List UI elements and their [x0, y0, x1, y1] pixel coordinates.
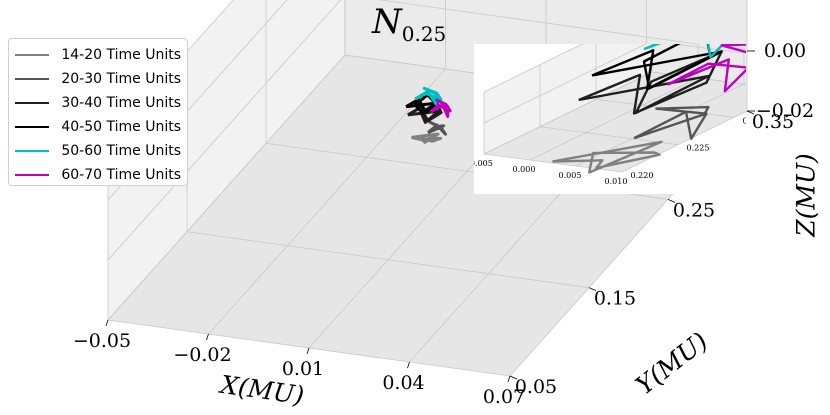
inset-y-tick-label: 0.230 [743, 116, 746, 125]
legend: 14-20 Time Units 20-30 Time Units 30-40 Ti… [8, 38, 188, 186]
y-tick-mark [667, 198, 676, 203]
z-tick-label: −0.02 [756, 100, 814, 122]
legend-label: 40-50 Time Units [61, 119, 181, 135]
inset-series-line-6 [667, 42, 775, 93]
y-tick-label: 0.25 [673, 199, 715, 221]
legend-label: 20-30 Time Units [61, 71, 181, 87]
legend-swatch [15, 174, 50, 176]
main-series-line-5 [414, 86, 443, 106]
legend-swatch [15, 78, 50, 80]
inset-x-tick-label: 0.010 [605, 177, 628, 186]
inset-y-tick-label: 0.220 [631, 171, 654, 180]
legend-item-6: 60-70 Time Units [15, 163, 181, 187]
y-tick-label: 0.15 [594, 288, 636, 310]
z-tick-label: 0.00 [764, 40, 806, 62]
legend-item-5: 50-60 Time Units [15, 139, 181, 163]
chart-title-subscript: 0.25 [401, 21, 447, 46]
y-tick-label: 0.05 [515, 376, 557, 398]
x-tick-label: −0.02 [173, 344, 231, 366]
inset-zoom-panel: −0.0050.0000.0050.0100.2200.2250.2300.23… [463, 9, 821, 194]
x-tick-label: 0.04 [382, 372, 424, 394]
legend-label: 30-40 Time Units [61, 95, 181, 111]
legend-item-1: 14-20 Time Units [15, 43, 181, 67]
legend-swatch [15, 150, 50, 152]
x-tick-label: 0.07 [483, 386, 525, 408]
z-tick-label: 0.02 [764, 0, 806, 2]
x-tick-mark [105, 319, 109, 327]
inset-x-tick-label: 0.000 [513, 165, 536, 174]
inset-x-tick-label: −0.005 [474, 159, 493, 168]
x-tick-mark [306, 347, 310, 355]
y-tick-mark [588, 287, 597, 292]
inset-series-line-1 [552, 140, 663, 174]
z-axis-label: Z(MU) [792, 153, 821, 238]
legend-label: 50-60 Time Units [61, 143, 181, 159]
legend-item-4: 40-50 Time Units [15, 115, 181, 139]
legend-label: 60-70 Time Units [61, 167, 181, 183]
x-tick-mark [206, 333, 209, 341]
main-series-line-6 [429, 98, 452, 118]
x-tick-mark [407, 361, 410, 369]
y-tick-mark [746, 110, 755, 115]
chart-title: N0.25 [372, 2, 447, 46]
x-tick-label: −0.05 [73, 330, 131, 352]
legend-item-3: 30-40 Time Units [15, 91, 181, 115]
main-series-line-2 [426, 120, 447, 136]
main-series-line-1 [411, 132, 443, 144]
legend-swatch [15, 54, 50, 56]
inset-series-line-2 [633, 105, 710, 140]
inset-x-tick-label: 0.005 [559, 171, 582, 180]
y-axis-label: Y(MU) [630, 327, 713, 401]
legend-label: 14-20 Time Units [61, 47, 181, 63]
inset-3d-plot: −0.0050.0000.0050.0100.2200.2250.2300.23… [463, 9, 821, 186]
inset-y-tick-label: 0.225 [687, 144, 710, 153]
legend-swatch [15, 102, 50, 104]
inset-floor-pane [484, 72, 790, 172]
inset-gridline-z [483, 71, 791, 155]
x-tick-mark [507, 375, 511, 383]
legend-swatch [15, 126, 50, 128]
y-tick-mark [509, 375, 518, 380]
y-tick-label: 0.35 [752, 111, 794, 133]
legend-item-2: 20-30 Time Units [15, 67, 181, 91]
x-tick-label: 0.01 [282, 358, 324, 380]
